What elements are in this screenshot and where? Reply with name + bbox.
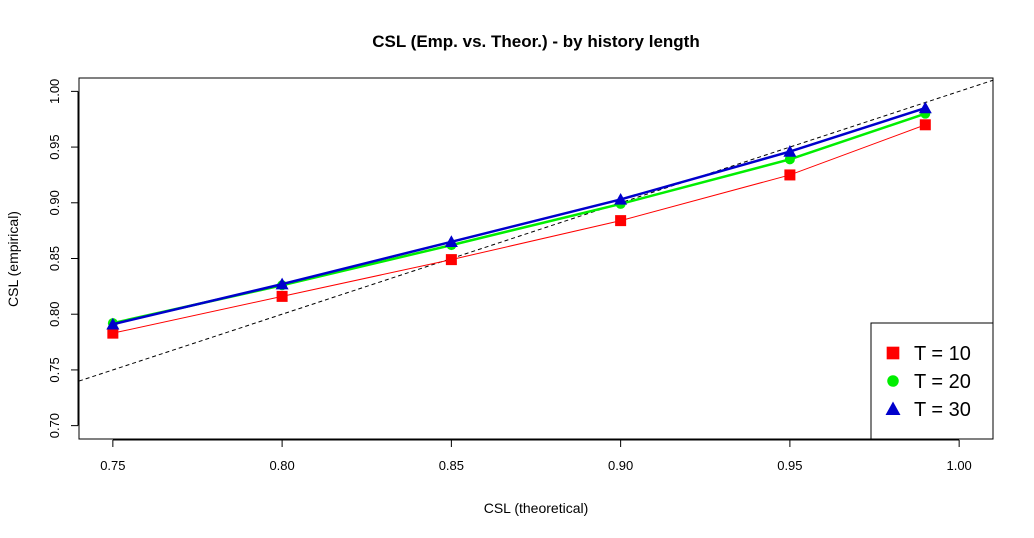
data-point — [444, 235, 458, 247]
series-layer — [106, 101, 932, 339]
series-3 — [106, 101, 932, 330]
series-line — [112, 112, 926, 325]
series-line — [112, 106, 926, 326]
data-point — [107, 327, 119, 339]
x-tick-label: 1.00 — [946, 458, 971, 473]
legend-marker — [887, 375, 899, 387]
y-axis: 0.70 0.75 0.80 0.85 0.90 0.95 1.00 — [47, 79, 79, 438]
y-tick-label: 0.85 — [47, 246, 62, 271]
data-point — [106, 317, 120, 330]
legend-marker — [885, 401, 901, 415]
reference-line-layer — [78, 79, 994, 382]
data-point — [275, 277, 289, 290]
x-tick-label: 0.75 — [100, 458, 125, 473]
y-tick-label: 1.00 — [47, 79, 62, 104]
data-point — [918, 101, 932, 114]
legend-label: T = 10 — [914, 343, 971, 365]
data-point — [615, 215, 627, 227]
x-tick-label: 0.80 — [269, 458, 294, 473]
reference-line — [78, 79, 994, 382]
x-tick-label: 0.85 — [439, 458, 464, 473]
plot-frame — [78, 77, 994, 440]
y-tick-label: 0.90 — [47, 190, 62, 215]
legend-label: T = 20 — [914, 371, 971, 393]
data-point — [784, 169, 796, 181]
y-tick-label: 0.75 — [47, 357, 62, 382]
y-axis-label: CSL (empirical) — [5, 211, 21, 307]
data-point — [783, 145, 797, 157]
chart-title: CSL (Emp. vs. Theor.) - by history lengt… — [372, 32, 699, 51]
data-point — [919, 119, 931, 131]
series-1 — [107, 119, 931, 339]
data-point — [276, 290, 288, 302]
series-line — [112, 124, 926, 334]
data-point — [445, 254, 457, 266]
y-tick-label: 0.80 — [47, 302, 62, 327]
y-tick-label: 0.95 — [47, 134, 62, 159]
x-axis: 0.75 0.80 0.85 0.90 0.95 1.00 — [100, 439, 972, 473]
x-tick-label: 0.90 — [608, 458, 633, 473]
legend: T = 10 T = 20 T = 30 — [870, 322, 994, 440]
x-tick-label: 0.95 — [777, 458, 802, 473]
y-tick-label: 0.70 — [47, 413, 62, 438]
legend-label: T = 30 — [914, 399, 971, 421]
x-axis-label: CSL (theoretical) — [484, 500, 589, 516]
data-point — [614, 192, 628, 205]
data-point — [784, 154, 795, 165]
legend-marker — [886, 346, 900, 360]
